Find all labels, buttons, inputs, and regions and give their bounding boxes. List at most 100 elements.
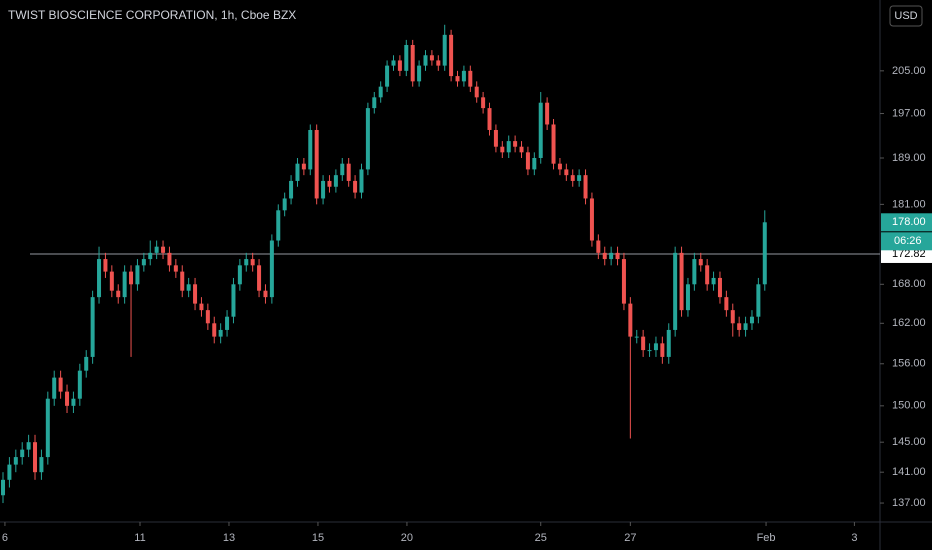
x-tick-label: 27 xyxy=(624,532,636,544)
candle-body xyxy=(77,370,82,399)
candle-body xyxy=(615,252,620,260)
candle-body xyxy=(7,464,12,480)
currency[interactable]: USD xyxy=(894,10,917,22)
candle-body xyxy=(148,252,153,260)
candle-body xyxy=(545,102,550,125)
candle-body xyxy=(525,152,530,170)
y-tick-label: 141.00 xyxy=(892,466,926,478)
candle-body xyxy=(666,329,671,357)
candle-body xyxy=(519,146,524,153)
candle-body xyxy=(628,303,633,337)
candle-body xyxy=(391,60,396,66)
x-tick-label: 11 xyxy=(134,532,145,544)
candle-body xyxy=(737,323,742,330)
candle-body xyxy=(557,163,562,170)
candle-body xyxy=(359,169,364,193)
x-tick-label: Feb xyxy=(757,532,776,544)
candle-body xyxy=(570,175,575,181)
candle-body xyxy=(26,442,31,450)
candle-body xyxy=(385,65,390,87)
y-tick-label: 145.00 xyxy=(892,436,926,448)
candle-body xyxy=(186,284,191,291)
candle-body xyxy=(263,290,268,298)
candle-body xyxy=(237,265,242,285)
candle-body xyxy=(65,391,70,406)
candle-body xyxy=(257,265,262,291)
candle-body xyxy=(353,180,358,193)
candle-body xyxy=(244,259,249,266)
candle-body xyxy=(58,377,63,392)
candle-body xyxy=(103,259,108,272)
x-tick-label: 20 xyxy=(401,532,413,544)
candle-body xyxy=(225,316,230,330)
candle-body xyxy=(551,124,556,164)
y-tick-label: 189.00 xyxy=(892,152,926,164)
candle-body xyxy=(474,86,479,98)
candle-body xyxy=(129,271,134,285)
y-tick-label: 156.00 xyxy=(892,358,926,370)
candle-body xyxy=(410,45,415,82)
candle-body xyxy=(167,252,172,266)
candle-body xyxy=(308,129,313,170)
candle-body xyxy=(621,259,626,304)
candle-body xyxy=(97,259,102,298)
candle-body xyxy=(577,175,582,181)
candle-body xyxy=(397,60,402,71)
candle-body xyxy=(180,271,185,291)
candle-body xyxy=(33,442,38,473)
candle-body xyxy=(282,198,287,211)
countdown-badge xyxy=(881,232,932,251)
candle-body xyxy=(660,343,665,357)
candle-body xyxy=(429,55,434,61)
candle-body xyxy=(762,222,767,285)
candle-body xyxy=(487,108,492,130)
candle-body xyxy=(250,259,255,266)
chart-title: TWIST BIOSCIENCE CORPORATION, 1h, Cboe B… xyxy=(8,8,296,22)
candle-body xyxy=(602,252,607,260)
y-tick-label: 150.00 xyxy=(892,400,926,412)
countdown: 06:26 xyxy=(894,235,922,247)
last-price-badge xyxy=(881,213,932,232)
candle-body xyxy=(705,265,710,285)
candle-body xyxy=(13,457,18,465)
candle-body xyxy=(231,284,236,317)
candle-body xyxy=(647,350,652,352)
candle-body xyxy=(199,303,204,311)
candle-body xyxy=(141,259,146,266)
candle-body xyxy=(449,34,454,77)
candle-body xyxy=(641,336,646,351)
candle-body xyxy=(301,163,306,170)
y-tick-label: 197.00 xyxy=(892,107,926,119)
candle-body xyxy=(173,265,178,272)
candle-body xyxy=(685,284,690,311)
candle-body xyxy=(493,129,498,147)
candle-body xyxy=(436,60,441,66)
currency-badge[interactable] xyxy=(889,5,923,27)
candle-body xyxy=(372,97,377,109)
x-tick-label: 6 xyxy=(2,532,8,544)
candle-body xyxy=(717,277,722,298)
candle-body xyxy=(404,45,409,71)
candle-body xyxy=(500,146,505,153)
candle-body xyxy=(333,175,338,187)
last-price-label: 178.00 xyxy=(892,216,926,228)
candle-body xyxy=(653,343,658,351)
candle-body xyxy=(423,55,428,66)
candle-body xyxy=(724,297,729,311)
x-tick-label: 15 xyxy=(312,532,324,544)
candle-body xyxy=(39,457,44,473)
x-tick-label: 25 xyxy=(535,532,547,544)
candle-body xyxy=(609,252,614,260)
candle-body xyxy=(276,210,281,241)
candle-body xyxy=(378,86,383,98)
candle-body xyxy=(538,102,543,158)
candle-body xyxy=(321,180,326,199)
candle-body xyxy=(583,175,588,199)
candle-body xyxy=(135,265,140,285)
candle-body xyxy=(743,323,748,330)
candle-body xyxy=(417,65,422,82)
candle-body xyxy=(84,356,89,371)
y-tick-label: 205.00 xyxy=(892,65,926,77)
candle-body xyxy=(122,271,127,298)
